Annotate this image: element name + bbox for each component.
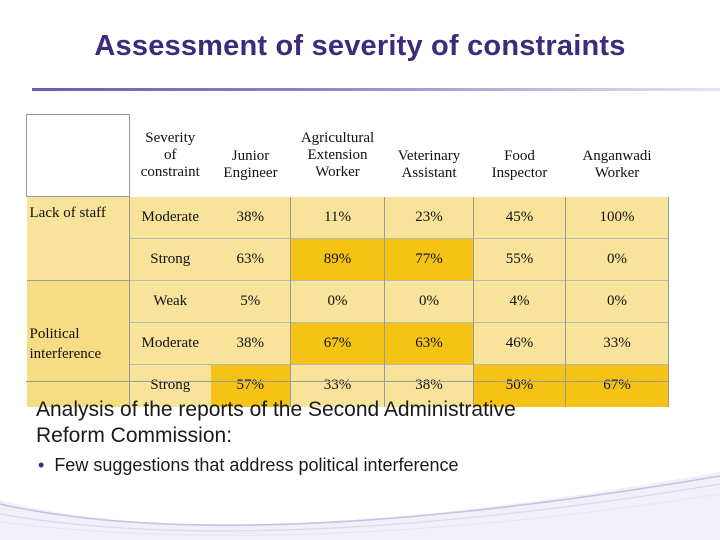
swoosh-line-1 [0,475,720,527]
header-junior-line2: Engineer [223,164,278,181]
analysis-paragraph: Analysis of the reports of the Second Ad… [36,397,676,449]
value-cell: 0% [565,280,669,323]
header-food-line2: Inspector [491,164,548,181]
value-cell: 38% [210,322,291,365]
severity-level-cell: Strong [129,238,211,281]
table-row: Political interference Weak 5% 0% 0% 4% … [26,280,669,407]
analysis-line2: Reform Commission: [36,424,233,447]
header-food-line1: Food [504,147,535,164]
swoosh-fill [0,472,720,540]
swoosh-line-3 [0,493,720,536]
header-junior-line1: Junior [231,147,270,164]
header-agri-line2: Extension [307,147,368,163]
value-cell: 5% [210,280,291,323]
severity-level-cell: Weak [129,280,211,323]
value-cell-highlight: 67% [290,322,385,365]
header-agri-line1: Agricultural [300,130,375,146]
table-row: Moderate 38% 67% 63% 46% 33% [27,322,669,365]
table-row: Strong 63% 89% 77% 55% 0% [27,238,669,281]
header-agri-worker: Agricultural Extension Worker [291,115,385,197]
value-cell: 63% [210,238,291,281]
header-severity-line3: constraint [140,164,200,180]
value-cell: 45% [473,196,566,239]
header-junior-engineer: Junior Engineer [211,115,291,197]
slide-title: Assessment of severity of constraints [94,30,626,62]
analysis-line1: Analysis of the reports of the Second Ad… [36,398,516,421]
value-cell: 11% [290,196,385,239]
bullet-dot-icon: • [38,455,45,475]
value-cell: 55% [473,238,566,281]
header-severity-line1: Severity [145,130,196,146]
group-label-political-line2: interference [29,345,102,362]
value-cell-highlight: 57% [210,364,291,407]
value-cell: 33% [565,322,669,365]
group-label-political-line1: Political [29,325,80,342]
header-vet-line2: Assistant [401,164,457,181]
header-food-inspector: Food Inspector [474,115,566,197]
header-vet-assistant: Veterinary Assistant [385,115,474,197]
severity-level-cell: Strong [129,364,211,407]
header-severity-line2: of [164,147,177,163]
value-cell-highlight: 63% [384,322,474,365]
bullet-item: • Few suggestions that address political … [38,455,678,476]
decorative-swoosh [0,472,720,540]
table-row: Lack of staff Moderate 38% 11% 23% 45% 1… [26,196,669,281]
value-cell: 38% [210,196,291,239]
severity-level-cell: Moderate [129,322,211,365]
swoosh-line-2 [0,483,720,532]
value-cell: 46% [473,322,566,365]
empty-header-cell [26,114,130,197]
header-anganwadi-worker: Anganwadi Worker [566,115,669,197]
header-agri-line3: Worker [315,164,360,180]
value-cell-highlight: 50% [473,364,566,407]
header-severity: Severity of constraint [130,115,211,197]
header-vet-line1: Veterinary [397,147,461,164]
bullet-text: Few suggestions that address political i… [54,455,459,475]
group-label-lack-of-staff: Lack of staff [26,196,130,281]
value-cell: 0% [290,280,385,323]
header-row: Severity of constraint Junior Engineer A… [26,114,669,197]
value-cell: 4% [473,280,566,323]
value-cell: 23% [384,196,474,239]
group-label-political-interference: Political interference [26,280,130,407]
table-bottom-border [26,381,668,382]
value-cell-highlight: 77% [384,238,474,281]
value-cell: 0% [565,238,669,281]
value-cell: 0% [384,280,474,323]
header-anganwadi-line1: Anganwadi [582,147,652,164]
value-cell-highlight: 89% [290,238,385,281]
title-divider [32,88,720,91]
value-cell: 100% [565,196,669,239]
header-anganwadi-line2: Worker [594,164,640,181]
severity-level-cell: Moderate [129,196,211,239]
severity-table: Severity of constraint Junior Engineer A… [26,114,669,407]
